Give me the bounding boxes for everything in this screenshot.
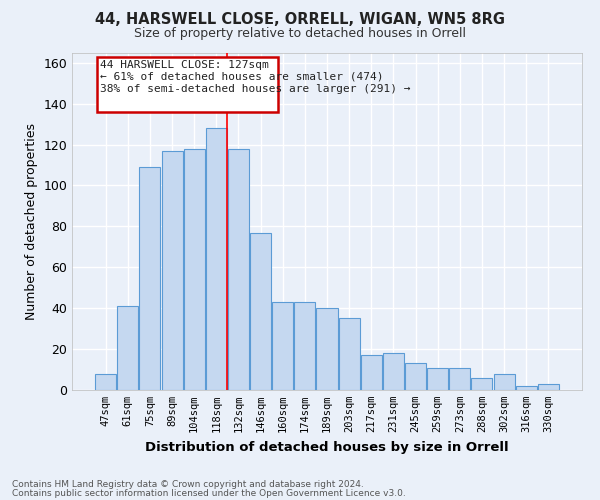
Bar	[228, 148, 249, 390]
Y-axis label: Number of detached properties: Number of detached properties	[25, 122, 38, 320]
Bar	[95, 374, 116, 390]
Bar	[184, 148, 205, 390]
Bar	[427, 368, 448, 390]
Bar	[161, 150, 182, 390]
Bar	[494, 374, 515, 390]
Text: Contains HM Land Registry data © Crown copyright and database right 2024.: Contains HM Land Registry data © Crown c…	[12, 480, 364, 489]
Bar	[272, 302, 293, 390]
Text: Contains public sector information licensed under the Open Government Licence v3: Contains public sector information licen…	[12, 488, 406, 498]
Bar	[361, 355, 382, 390]
Bar	[206, 128, 227, 390]
FancyBboxPatch shape	[97, 56, 278, 112]
Bar	[338, 318, 359, 390]
Bar	[538, 384, 559, 390]
Bar	[316, 308, 338, 390]
Text: 44 HARSWELL CLOSE: 127sqm: 44 HARSWELL CLOSE: 127sqm	[100, 60, 269, 70]
Bar	[405, 364, 426, 390]
Bar	[250, 232, 271, 390]
Text: 44, HARSWELL CLOSE, ORRELL, WIGAN, WN5 8RG: 44, HARSWELL CLOSE, ORRELL, WIGAN, WN5 8…	[95, 12, 505, 28]
Text: ← 61% of detached houses are smaller (474): ← 61% of detached houses are smaller (47…	[100, 72, 383, 82]
Bar	[295, 302, 316, 390]
Text: 38% of semi-detached houses are larger (291) →: 38% of semi-detached houses are larger (…	[100, 84, 410, 94]
Text: Size of property relative to detached houses in Orrell: Size of property relative to detached ho…	[134, 28, 466, 40]
Bar	[118, 306, 139, 390]
Bar	[472, 378, 493, 390]
Bar	[383, 353, 404, 390]
Bar	[449, 368, 470, 390]
Bar	[139, 167, 160, 390]
Bar	[515, 386, 536, 390]
X-axis label: Distribution of detached houses by size in Orrell: Distribution of detached houses by size …	[145, 440, 509, 454]
